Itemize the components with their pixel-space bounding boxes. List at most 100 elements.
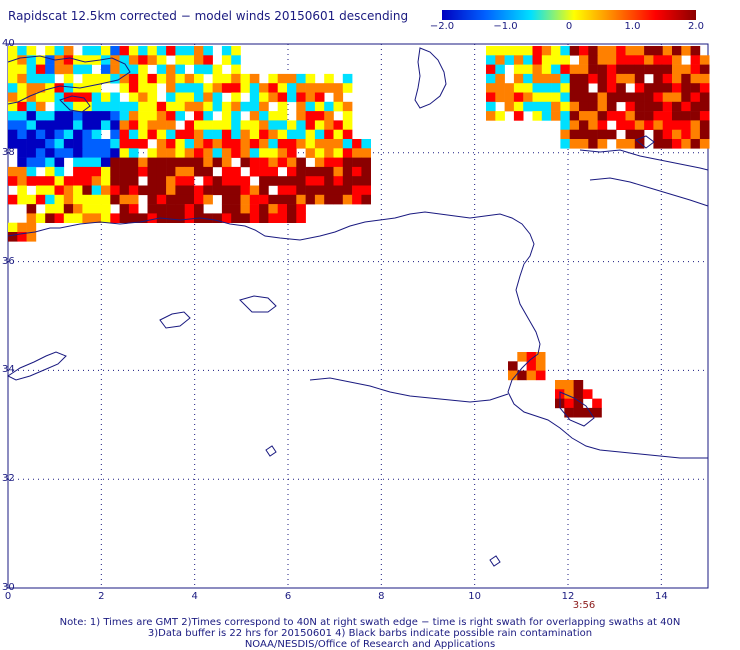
- wind-cell: [184, 120, 195, 130]
- wind-cell: [17, 92, 27, 103]
- wind-cell: [156, 129, 167, 140]
- wind-cell: [45, 204, 55, 214]
- wind-cell: [324, 185, 334, 196]
- wind-cell: [128, 46, 139, 56]
- wind-cell: [352, 176, 362, 186]
- wind-cell: [504, 83, 515, 93]
- wind-cell: [128, 204, 139, 214]
- wind-cell: [184, 157, 195, 168]
- wind-cell: [579, 46, 589, 56]
- wind-cell: [249, 157, 260, 168]
- wind-cell: [221, 176, 232, 186]
- wind-cell: [361, 148, 371, 158]
- wind-cell: [26, 46, 37, 56]
- wind-cell: [26, 194, 37, 205]
- wind-cell: [184, 139, 195, 149]
- wind-cell: [352, 194, 362, 205]
- wind-cell: [249, 139, 260, 149]
- wind-cell: [268, 213, 278, 223]
- wind-cell: [35, 185, 46, 196]
- wind-cell: [203, 176, 213, 186]
- wind-cell: [249, 148, 260, 158]
- wind-cell: [644, 83, 654, 93]
- wind-cell: [277, 148, 288, 158]
- wind-cell: [606, 55, 617, 65]
- wind-cell: [662, 139, 673, 149]
- wind-cell: [212, 185, 223, 196]
- wind-cell: [35, 101, 46, 112]
- wind-cell: [305, 139, 316, 149]
- wind-cell: [333, 83, 344, 93]
- wind-cell: [690, 92, 701, 103]
- wind-cell: [504, 92, 515, 103]
- wind-cell: [699, 83, 710, 93]
- wind-cell: [184, 55, 195, 65]
- wind-cell: [119, 55, 130, 65]
- x-tick-label: 12: [561, 591, 575, 602]
- wind-cell: [175, 73, 185, 84]
- wind-cell: [532, 46, 543, 56]
- wind-cell: [517, 352, 527, 362]
- wind-cell: [101, 185, 111, 196]
- wind-cell: [560, 64, 570, 75]
- wind-cell: [551, 83, 561, 93]
- wind-cell: [588, 101, 598, 112]
- wind-cell: [653, 64, 663, 75]
- wind-cell: [147, 166, 158, 177]
- wind-cell: [212, 120, 223, 130]
- wind-cell: [231, 55, 241, 65]
- wind-cell: [73, 120, 83, 130]
- wind-cell: [526, 370, 537, 381]
- wind-cell: [634, 55, 645, 65]
- wind-cell: [110, 148, 120, 158]
- x-tick-label: 10: [468, 591, 482, 602]
- wind-cell: [156, 148, 167, 158]
- wind-cell: [342, 101, 353, 112]
- wind-cell: [541, 111, 552, 121]
- colorbar-tick-label: 1.0: [624, 21, 641, 32]
- wind-cell: [573, 407, 584, 418]
- wind-cell: [699, 55, 710, 65]
- wind-cell: [175, 101, 185, 112]
- wind-cell: [231, 204, 241, 214]
- wind-cell: [156, 111, 167, 121]
- wind-cell: [296, 83, 306, 93]
- wind-cell: [523, 101, 533, 112]
- wind-cell: [277, 176, 288, 186]
- wind-cell: [277, 157, 288, 168]
- wind-cell: [513, 64, 524, 75]
- wind-cell: [560, 73, 570, 84]
- wind-cell: [287, 73, 297, 84]
- wind-cell: [231, 83, 241, 93]
- wind-cell: [166, 101, 176, 112]
- wind-cell: [156, 204, 167, 214]
- wind-cell: [672, 92, 682, 103]
- wind-cells: [8, 46, 710, 418]
- wind-cell: [26, 83, 37, 93]
- wind-cell: [616, 83, 626, 93]
- wind-cell: [221, 213, 232, 223]
- wind-cell: [573, 380, 584, 390]
- wind-cell: [535, 361, 546, 371]
- wind-cell: [277, 213, 288, 223]
- wind-cell: [203, 64, 213, 75]
- wind-cell: [138, 139, 148, 149]
- wind-cell: [166, 213, 176, 223]
- wind-cell: [579, 120, 589, 130]
- wind-cell: [119, 148, 130, 158]
- wind-cell: [523, 73, 533, 84]
- wind-cell: [541, 92, 552, 103]
- wind-cell: [45, 111, 55, 121]
- wind-cell: [352, 139, 362, 149]
- wind-cell: [73, 213, 83, 223]
- wind-cell: [495, 73, 505, 84]
- wind-cell: [324, 73, 334, 84]
- wind-cell: [541, 55, 552, 65]
- wind-cell: [203, 46, 213, 56]
- wind-cell: [110, 129, 120, 140]
- wind-cell: [249, 213, 260, 223]
- wind-cell: [249, 92, 260, 103]
- wind-cell: [110, 120, 120, 130]
- wind-cell: [314, 166, 325, 177]
